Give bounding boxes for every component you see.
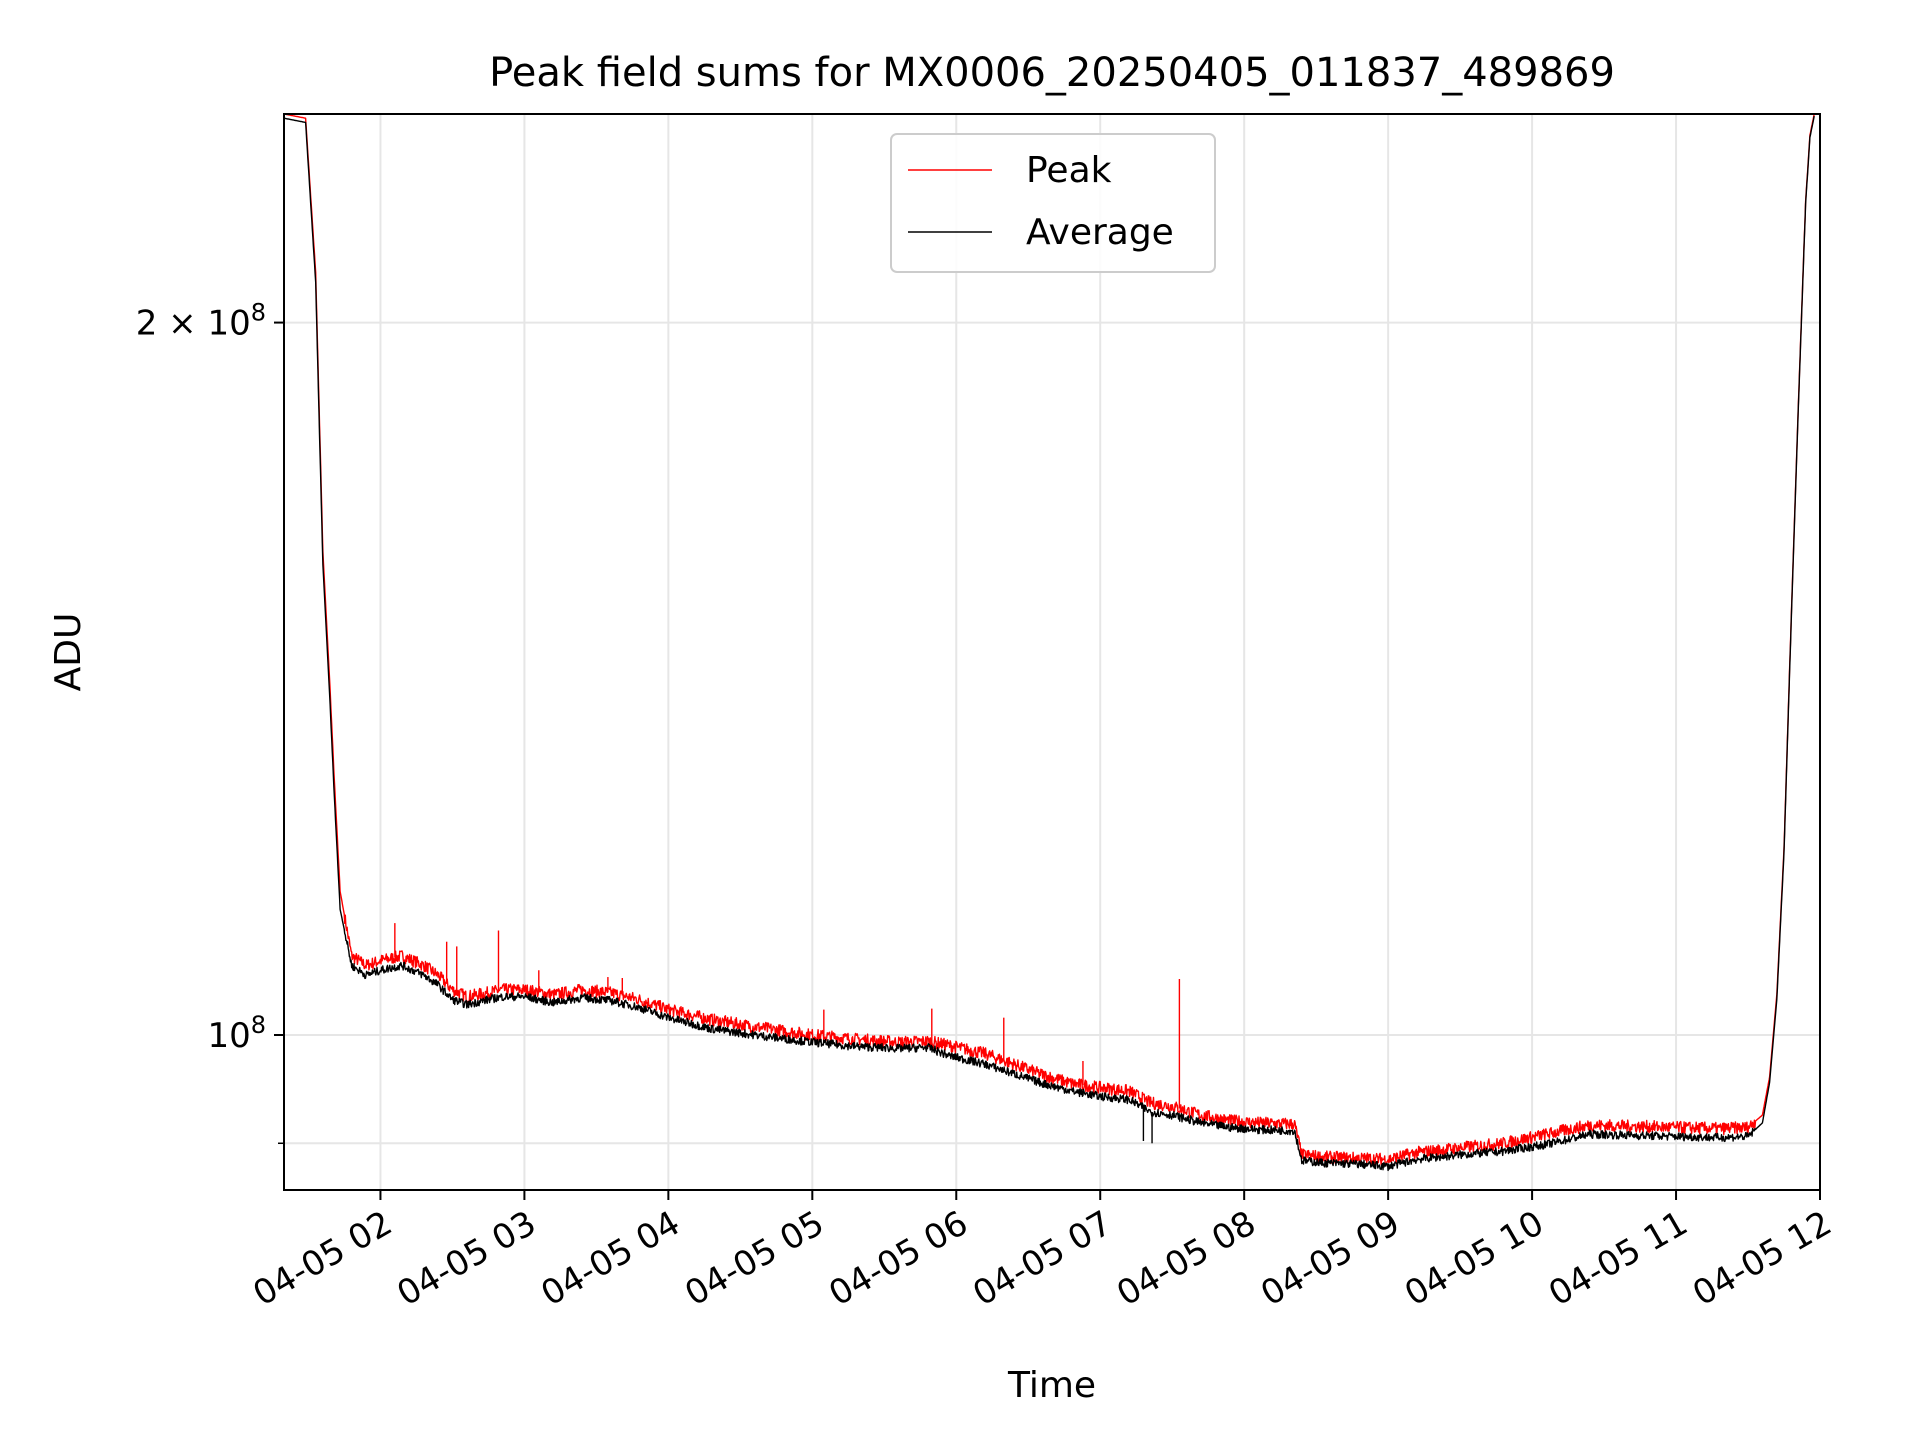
y-tick-label: 108 — [207, 1011, 266, 1056]
series-line-average — [284, 115, 1815, 1172]
legend-label-average: Average — [1026, 212, 1174, 253]
legend-label-peak: Peak — [1026, 150, 1112, 191]
y-tick-label: 2 × 108 — [136, 299, 266, 344]
legend: Peak Average — [890, 133, 1216, 273]
y-axis-label: ADU — [48, 613, 89, 692]
legend-box — [890, 133, 1216, 273]
series-lines — [284, 114, 1815, 1172]
y-axis-ticks: 108 2 × 108 — [136, 299, 284, 1145]
chart-title: Peak field sums for MX0006_20250405_0118… — [489, 50, 1615, 96]
series-line-peak — [284, 114, 1815, 1167]
x-axis-label: Time — [1007, 1365, 1096, 1406]
plot-frame — [283, 113, 1821, 1191]
